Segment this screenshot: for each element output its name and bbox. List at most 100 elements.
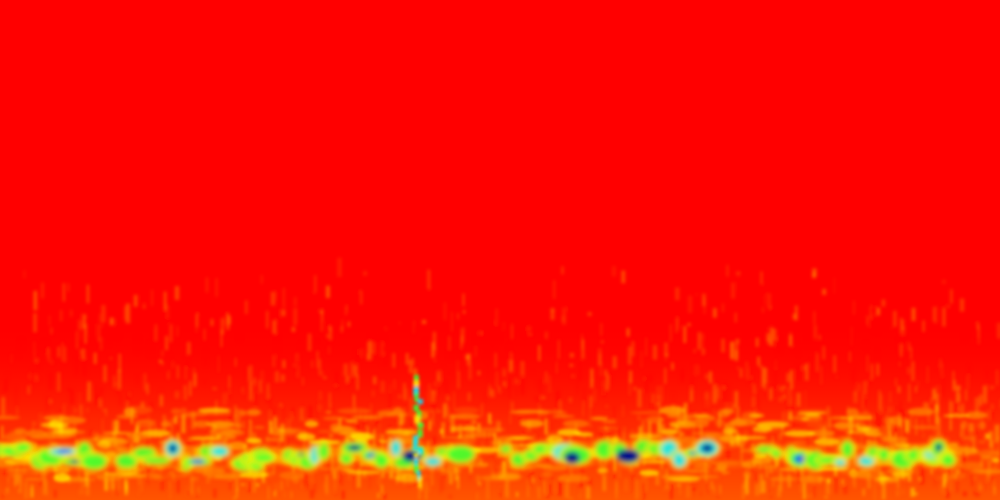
energy-patch (246, 437, 262, 444)
speckle (73, 407, 78, 414)
speckle (367, 316, 372, 322)
speckle (392, 353, 396, 368)
speckle (986, 369, 989, 380)
speckle (588, 479, 592, 489)
speckle (55, 465, 57, 482)
speckle (447, 421, 452, 426)
speckle (922, 320, 925, 332)
speckle (789, 369, 794, 389)
speckle (910, 487, 915, 497)
speckle (422, 428, 424, 449)
speckle (902, 414, 905, 431)
speckle (168, 471, 172, 475)
speckle (286, 433, 290, 449)
speckle (101, 419, 104, 432)
speckle (459, 424, 463, 438)
speckle (302, 377, 304, 386)
speckle (813, 341, 817, 352)
speckle (224, 307, 228, 326)
speckle (737, 278, 740, 292)
speckle (600, 323, 602, 336)
speckle (607, 372, 612, 385)
speckle (190, 477, 194, 495)
energy-patch (411, 473, 431, 480)
speckle (674, 424, 679, 434)
speckle (355, 419, 359, 426)
speckle (769, 316, 772, 325)
speckle (536, 378, 538, 389)
speckle (569, 352, 574, 358)
speckle (699, 423, 703, 435)
speckle (477, 423, 481, 432)
speckle (637, 415, 641, 421)
speckle (434, 381, 436, 387)
speckle (926, 381, 928, 386)
energy-patch (227, 441, 248, 451)
speckle (75, 331, 79, 349)
speckle (493, 325, 498, 328)
speckle (754, 430, 757, 436)
speckle (486, 479, 490, 500)
speckle (928, 398, 931, 416)
speckle (181, 413, 186, 434)
speckle (177, 365, 179, 379)
speckle (232, 497, 237, 500)
speckle (517, 379, 519, 384)
speckle (78, 312, 81, 325)
speckle (283, 491, 286, 498)
energy-patch (797, 475, 826, 483)
speckle (33, 341, 36, 358)
speckle (469, 465, 473, 473)
energy-patch (462, 431, 497, 438)
speckle (664, 342, 669, 356)
speckle (461, 327, 465, 343)
speckle (906, 367, 911, 375)
speckle (11, 466, 14, 478)
speckle (581, 334, 583, 350)
speckle (704, 392, 709, 400)
speckle (321, 371, 324, 377)
speckle (770, 306, 775, 322)
speckle (248, 482, 252, 493)
speckle (813, 325, 817, 339)
speckle (479, 455, 481, 459)
speckle (278, 434, 282, 441)
speckle (388, 424, 391, 430)
speckle (177, 480, 180, 494)
speckle (196, 490, 199, 498)
speckle (456, 360, 459, 374)
speckle (606, 432, 611, 440)
speckle (797, 469, 802, 484)
speckle (496, 432, 498, 448)
speckle (204, 350, 207, 367)
speckle (449, 411, 454, 430)
speckle (310, 292, 314, 298)
speckle (726, 449, 730, 463)
speckle (309, 489, 315, 499)
speckle (119, 394, 122, 406)
speckle (145, 436, 149, 449)
speckle (314, 305, 318, 312)
speckle (40, 479, 44, 487)
speckle (974, 425, 978, 441)
energy-patch (957, 462, 985, 470)
speckle (332, 470, 337, 479)
speckle (977, 326, 980, 345)
speckle (159, 395, 164, 407)
transient-segment (413, 386, 419, 396)
speckle (853, 391, 858, 403)
speckle (555, 390, 560, 403)
speckle (549, 342, 551, 353)
speckle (422, 319, 427, 324)
speckle (441, 422, 445, 439)
speckle (191, 411, 196, 430)
speckle (966, 375, 970, 389)
speckle (540, 407, 543, 411)
speckle (743, 298, 748, 305)
speckle (444, 302, 446, 321)
speckle (398, 321, 401, 325)
speckle (990, 441, 995, 451)
speckle (446, 379, 449, 395)
speckle (307, 333, 312, 351)
